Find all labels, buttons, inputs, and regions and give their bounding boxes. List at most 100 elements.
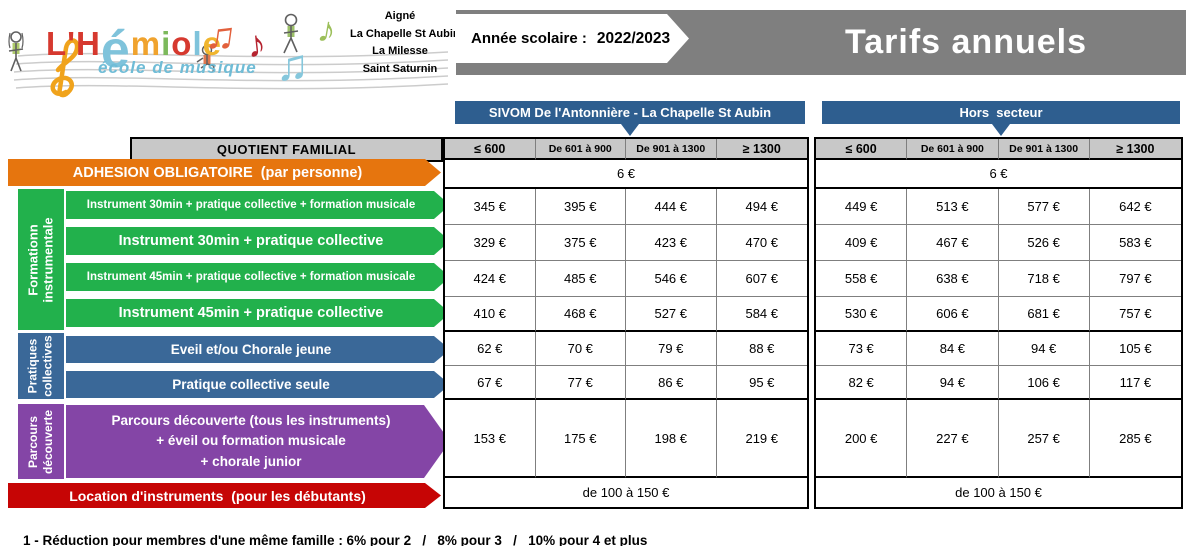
price-cell: 395 €	[535, 189, 626, 225]
price-table-sivom: ≤ 600 De 601 à 900 De 901 à 1300 ≥ 1300 …	[443, 137, 809, 509]
row-label-parcours-decouverte: Parcours découverte (tous les instrument…	[66, 405, 450, 478]
section-label-line: Formationn	[26, 223, 41, 296]
price-cell: 105 €	[1089, 332, 1181, 366]
tier-header-cell: ≤ 600	[445, 139, 536, 160]
price-cell: 79 €	[626, 332, 717, 366]
rental-fee-cell: de 100 à 150 €	[816, 478, 1181, 507]
row-label-instrument-30-fm: Instrument 30min + pratique collective +…	[66, 191, 450, 219]
price-cell: 70 €	[535, 332, 626, 366]
row-label-line: + chorale junior	[200, 453, 302, 469]
logo-school-name: L'Hémiole	[46, 20, 222, 80]
logo-letter: é	[100, 21, 131, 79]
price-table-hors-secteur: ≤ 600 De 601 à 900 De 901 à 1300 ≥ 1300 …	[814, 137, 1183, 509]
price-cell: 410 €	[445, 297, 536, 332]
section-label-line: Parcours	[26, 415, 40, 468]
price-cell: 530 €	[816, 297, 908, 332]
price-cell: 345 €	[445, 189, 536, 225]
music-note-icon: ♪	[244, 23, 269, 67]
town-item: Saint Saturnin	[362, 62, 438, 75]
section-label-formation-instrumentale: Formationn instrumentale	[18, 189, 64, 330]
town-item: La Chapelle St Aubin	[350, 27, 460, 40]
price-cell: 117 €	[1089, 366, 1181, 400]
price-cell: 526 €	[998, 225, 1090, 261]
town-item: Aigné	[384, 10, 416, 22]
footnote-rest: : 6% pour 2 / 8% pour 3 / 10% pour 4 et …	[334, 533, 648, 546]
price-cell: 77 €	[535, 366, 626, 400]
school-year-label: Année scolaire :	[471, 30, 587, 47]
row-label-instrument-45-fm: Instrument 45min + pratique collective +…	[66, 263, 450, 291]
price-cell: 468 €	[535, 297, 626, 332]
adhesion-fee-cell: 6 €	[445, 160, 807, 189]
price-cell: 94 €	[998, 332, 1090, 366]
price-cell: 606 €	[907, 297, 999, 332]
price-cell: 62 €	[445, 332, 536, 366]
price-cell: 227 €	[907, 400, 999, 478]
price-cell: 638 €	[907, 261, 999, 297]
price-cell: 470 €	[716, 225, 807, 261]
logo-letter: i	[161, 25, 172, 62]
price-cell: 757 €	[1089, 297, 1181, 332]
tier-header-cell: De 601 à 900	[907, 139, 999, 160]
price-cell: 257 €	[998, 400, 1090, 478]
price-cell: 329 €	[445, 225, 536, 261]
price-cell: 82 €	[816, 366, 908, 400]
logo-letter: l	[192, 25, 203, 62]
logo-decoration	[8, 13, 449, 98]
row-label-line: + éveil ou formation musicale	[156, 433, 346, 449]
family-discount-footnote: 1 - Réduction pour membres d'une même fa…	[8, 518, 647, 546]
row-label-eveil-chorale: Eveil et/ou Chorale jeune	[66, 336, 450, 363]
price-cell: 494 €	[716, 189, 807, 225]
price-cell: 219 €	[716, 400, 807, 478]
music-note-icon: ♫	[203, 12, 239, 60]
town-list: Aigné La Chapelle St Aubin La Milesse Sa…	[350, 8, 460, 78]
location-row-label: Location d'instruments (pour les débutan…	[8, 483, 441, 508]
price-cell: 409 €	[816, 225, 908, 261]
price-cell: 467 €	[907, 225, 999, 261]
tier-header-cell: ≥ 1300	[716, 139, 807, 160]
price-cell: 642 €	[1089, 189, 1181, 225]
row-label-instrument-30: Instrument 30min + pratique collective	[66, 227, 450, 255]
price-cell: 73 €	[816, 332, 908, 366]
adhesion-row-label: ADHESION OBLIGATOIRE (par personne)	[8, 159, 441, 186]
price-cell: 285 €	[1089, 400, 1181, 478]
adhesion-fee-cell: 6 €	[816, 160, 1181, 189]
price-cell: 584 €	[716, 297, 807, 332]
price-cell: 375 €	[535, 225, 626, 261]
price-cell: 95 €	[716, 366, 807, 400]
price-cell: 513 €	[907, 189, 999, 225]
stick-figure-boy-icon	[283, 13, 299, 54]
school-year-value: 2022/2023	[596, 29, 671, 47]
price-cell: 94 €	[907, 366, 999, 400]
logo-letter: m	[130, 25, 162, 62]
price-cell: 106 €	[998, 366, 1090, 400]
price-cell: 86 €	[626, 366, 717, 400]
page-title: Tarifs annuels	[845, 23, 1087, 61]
music-note-icon: ♫	[276, 41, 309, 90]
price-cell: 198 €	[626, 400, 717, 478]
price-cell: 527 €	[626, 297, 717, 332]
price-cell: 200 €	[816, 400, 908, 478]
price-cell: 718 €	[998, 261, 1090, 297]
section-label-parcours-decouverte: Parcours découverte	[18, 404, 64, 479]
logo-letter: L'H	[46, 25, 101, 62]
price-cell: 558 €	[816, 261, 908, 297]
stick-figure-girl-icon	[8, 31, 24, 72]
price-cell: 797 €	[1089, 261, 1181, 297]
logo-letter: o	[171, 25, 193, 62]
section-label-line: collectives	[41, 335, 55, 397]
tier-header-cell: ≥ 1300	[1089, 139, 1181, 160]
price-cell: 84 €	[907, 332, 999, 366]
tier-header-cell: De 601 à 900	[535, 139, 626, 160]
town-item: La Milesse	[372, 45, 428, 57]
tier-header-cell: De 901 à 1300	[626, 139, 717, 160]
row-label-line: Parcours découverte (tous les instrument…	[111, 413, 391, 429]
price-cell: 607 €	[716, 261, 807, 297]
price-cell: 485 €	[535, 261, 626, 297]
quotient-familial-header: QUOTIENT FAMILIAL	[130, 137, 443, 162]
school-year-box: Année scolaire : 2022/2023	[455, 14, 689, 63]
price-cell: 449 €	[816, 189, 908, 225]
footnote-prefix: 1 -	[23, 533, 43, 546]
treble-clef-icon	[50, 38, 80, 98]
down-arrow-icon	[992, 124, 1010, 136]
